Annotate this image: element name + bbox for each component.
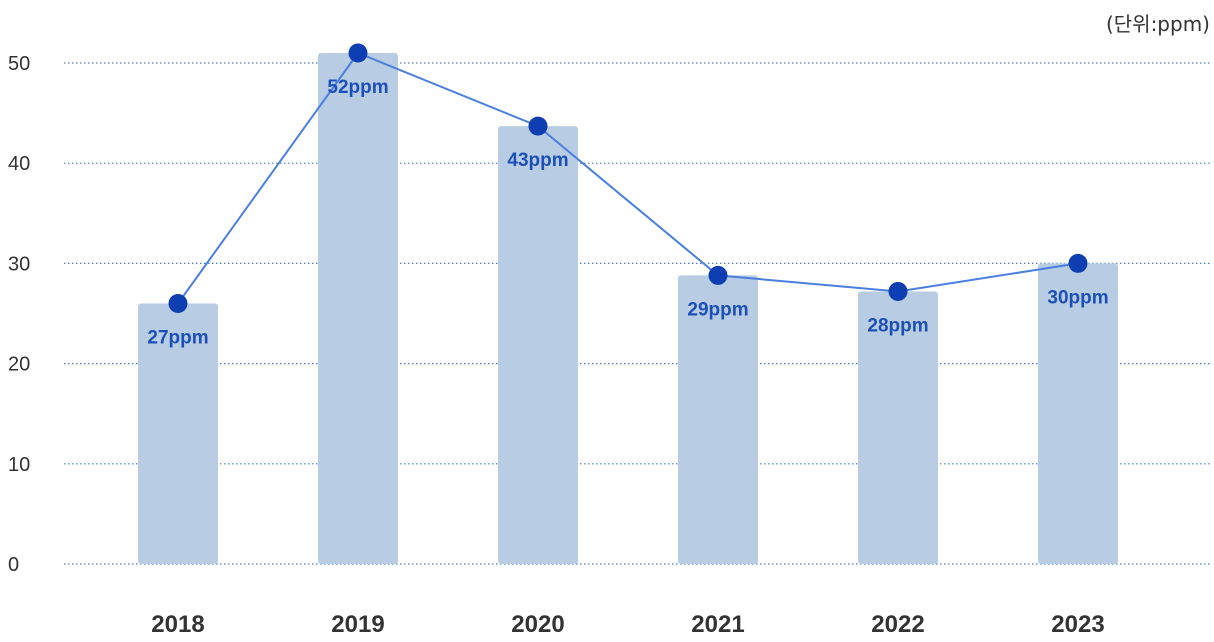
y-tick-label: 40 (8, 153, 30, 175)
data-labels: 27ppm 52ppm 43ppm 29ppm 28ppm 30ppm (147, 77, 1108, 349)
data-label: 29ppm (687, 299, 748, 320)
data-label: 28ppm (867, 315, 928, 336)
bar (1038, 263, 1118, 564)
bar (138, 303, 218, 564)
line-series (168, 43, 1088, 313)
y-axis-ticks: 0 10 20 30 40 50 (8, 53, 30, 576)
x-tick-label: 2019 (331, 611, 384, 638)
grid-lines (64, 62, 1210, 565)
data-point (528, 116, 548, 136)
series-line (177, 51, 1079, 305)
data-label: 52ppm (327, 77, 388, 98)
data-label: 27ppm (147, 327, 208, 348)
bar (498, 126, 578, 564)
bar (678, 275, 758, 564)
x-tick-label: 2022 (871, 611, 924, 638)
x-axis-ticks: 2018 2019 2020 2021 2022 2023 (151, 611, 1104, 638)
data-point (348, 43, 368, 63)
data-label: 43ppm (507, 150, 568, 171)
bar-series (138, 52, 1118, 564)
bar (858, 291, 938, 564)
data-point (1068, 253, 1088, 273)
data-label: 30ppm (1047, 287, 1108, 308)
x-tick-label: 2018 (151, 611, 204, 638)
data-point (708, 265, 728, 285)
x-tick-label: 2021 (691, 611, 744, 638)
y-tick-label: 30 (8, 253, 30, 275)
y-tick-label: 10 (8, 454, 30, 476)
y-tick-label: 50 (8, 53, 30, 75)
bar (318, 52, 398, 564)
data-point (168, 293, 188, 313)
data-point (888, 281, 908, 301)
y-tick-label: 0 (8, 554, 19, 576)
x-tick-label: 2020 (511, 611, 564, 638)
y-tick-label: 20 (8, 354, 30, 376)
unit-label: (단위:ppm) (1105, 12, 1210, 36)
x-tick-label: 2023 (1051, 611, 1104, 638)
